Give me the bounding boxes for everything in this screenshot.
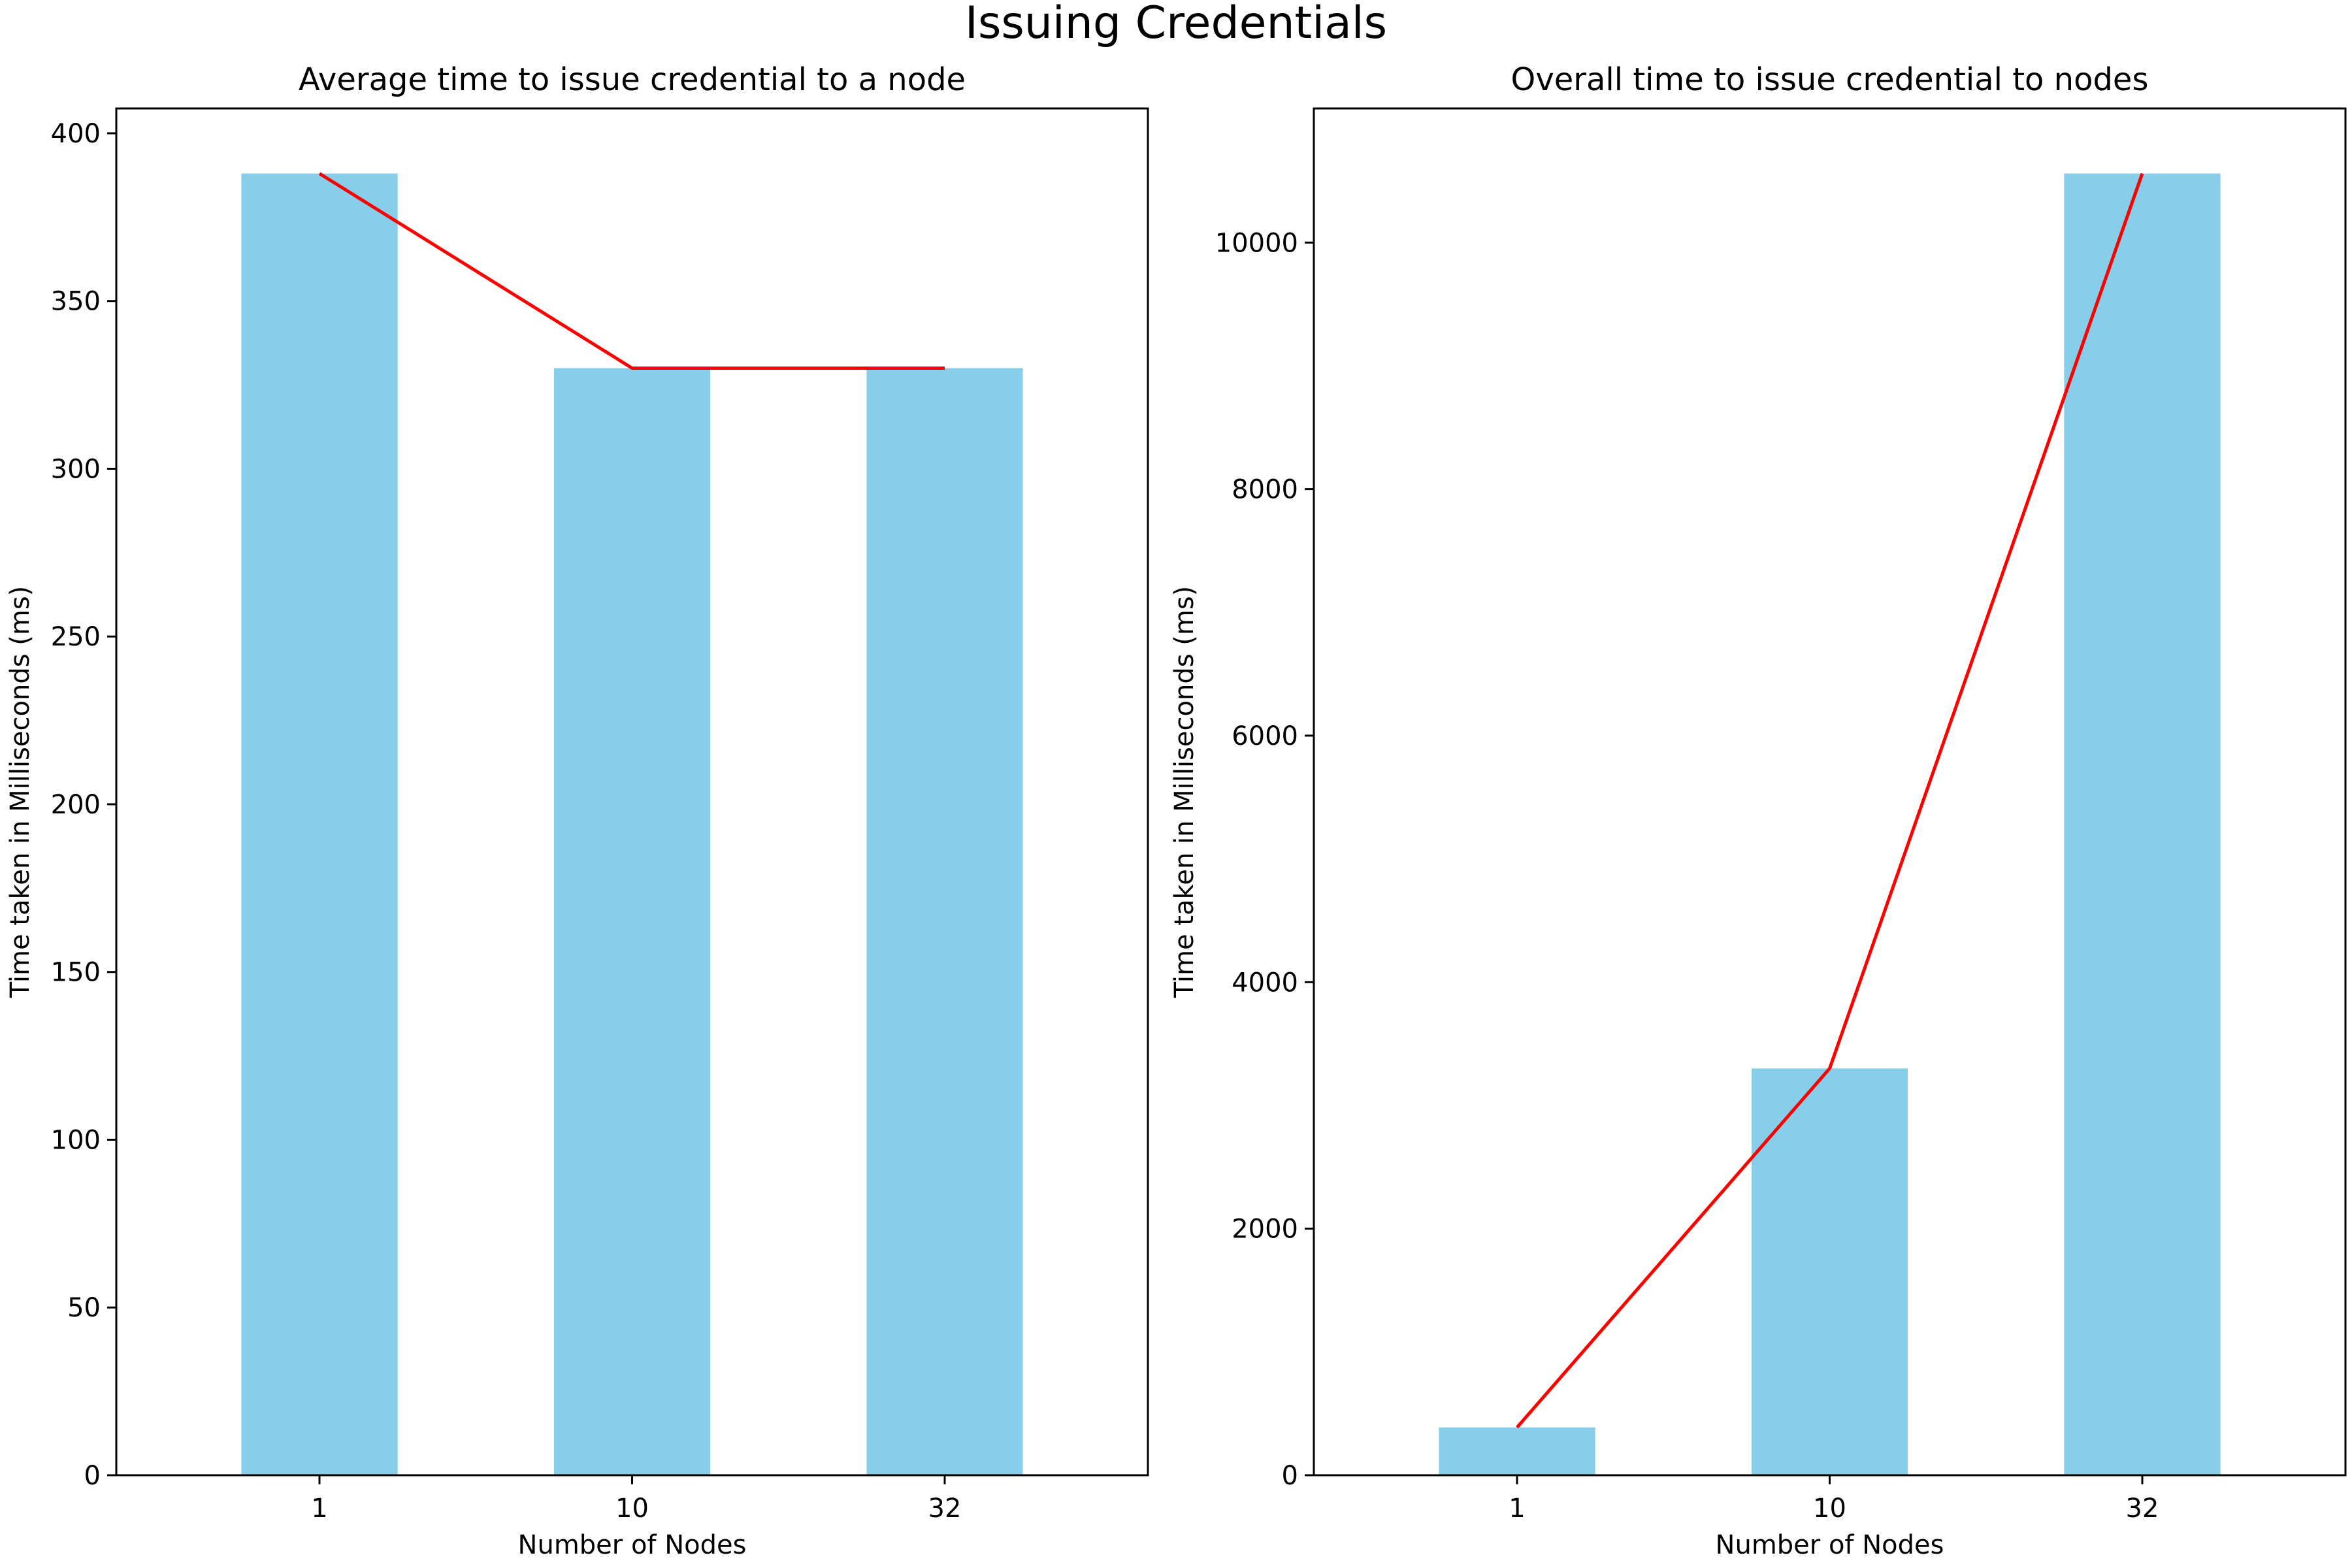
overall-bar — [2064, 173, 2221, 1476]
overall-x-tick-label: 10 — [1813, 1494, 1846, 1524]
avg-x-tick-label: 1 — [311, 1494, 327, 1524]
overall-y-tick-label: 0 — [1282, 1461, 1298, 1491]
overall-x-tick-label: 32 — [2126, 1494, 2159, 1524]
avg-y-tick-label: 150 — [51, 958, 101, 988]
avg-bar — [553, 368, 711, 1475]
avg-x-tick-label: 32 — [928, 1494, 962, 1524]
avg-chart: 0 50 100 150 200 250 300 350 400 1 10 32 Average tim… — [5, 61, 1149, 1560]
overall-y-tick-label: 8000 — [1232, 475, 1298, 505]
overall-trend-line — [1516, 172, 2144, 1429]
overall-x-axis-label: Number of Nodes — [1716, 1530, 1944, 1560]
avg-y-tick-label: 100 — [51, 1125, 101, 1155]
avg-y-tick-label: 200 — [51, 790, 101, 820]
figure-title: Issuing Credentials — [965, 0, 1387, 49]
avg-y-tick-label: 300 — [51, 454, 101, 484]
overall-chart-title: Overall time to issue credential to node… — [1511, 61, 2149, 98]
avg-y-tick-label: 400 — [51, 119, 101, 149]
avg-y-tick-label: 350 — [51, 287, 101, 317]
overall-y-axis-label: Time taken in Milliseconds (ms) — [1169, 586, 1200, 999]
overall-y-tick-label: 4000 — [1232, 968, 1298, 998]
avg-y-tick-label: 0 — [84, 1461, 101, 1491]
overall-bar — [1751, 1068, 1908, 1475]
avg-y-axis-label: Time taken in Milliseconds (ms) — [5, 586, 35, 999]
overall-y-tick-label: 6000 — [1232, 721, 1298, 751]
avg-y-tick-label: 250 — [51, 622, 101, 652]
avg-chart-title: Average time to issue credential to a no… — [299, 61, 966, 98]
avg-bar — [241, 173, 398, 1476]
avg-x-axis-label: Number of Nodes — [518, 1530, 747, 1560]
overall-chart: 0 2000 4000 6000 8000 10000 1 10 32 Overall time … — [1169, 61, 2347, 1560]
avg-y-tick-label: 50 — [67, 1293, 101, 1323]
overall-bar — [1439, 1427, 1595, 1475]
avg-trend-line — [318, 172, 945, 370]
overall-x-tick-label: 1 — [1509, 1494, 1525, 1524]
avg-bar — [866, 368, 1023, 1475]
overall-y-tick-label: 10000 — [1215, 228, 1298, 258]
avg-x-tick-label: 10 — [615, 1494, 649, 1524]
overall-y-tick-label: 2000 — [1232, 1215, 1298, 1245]
